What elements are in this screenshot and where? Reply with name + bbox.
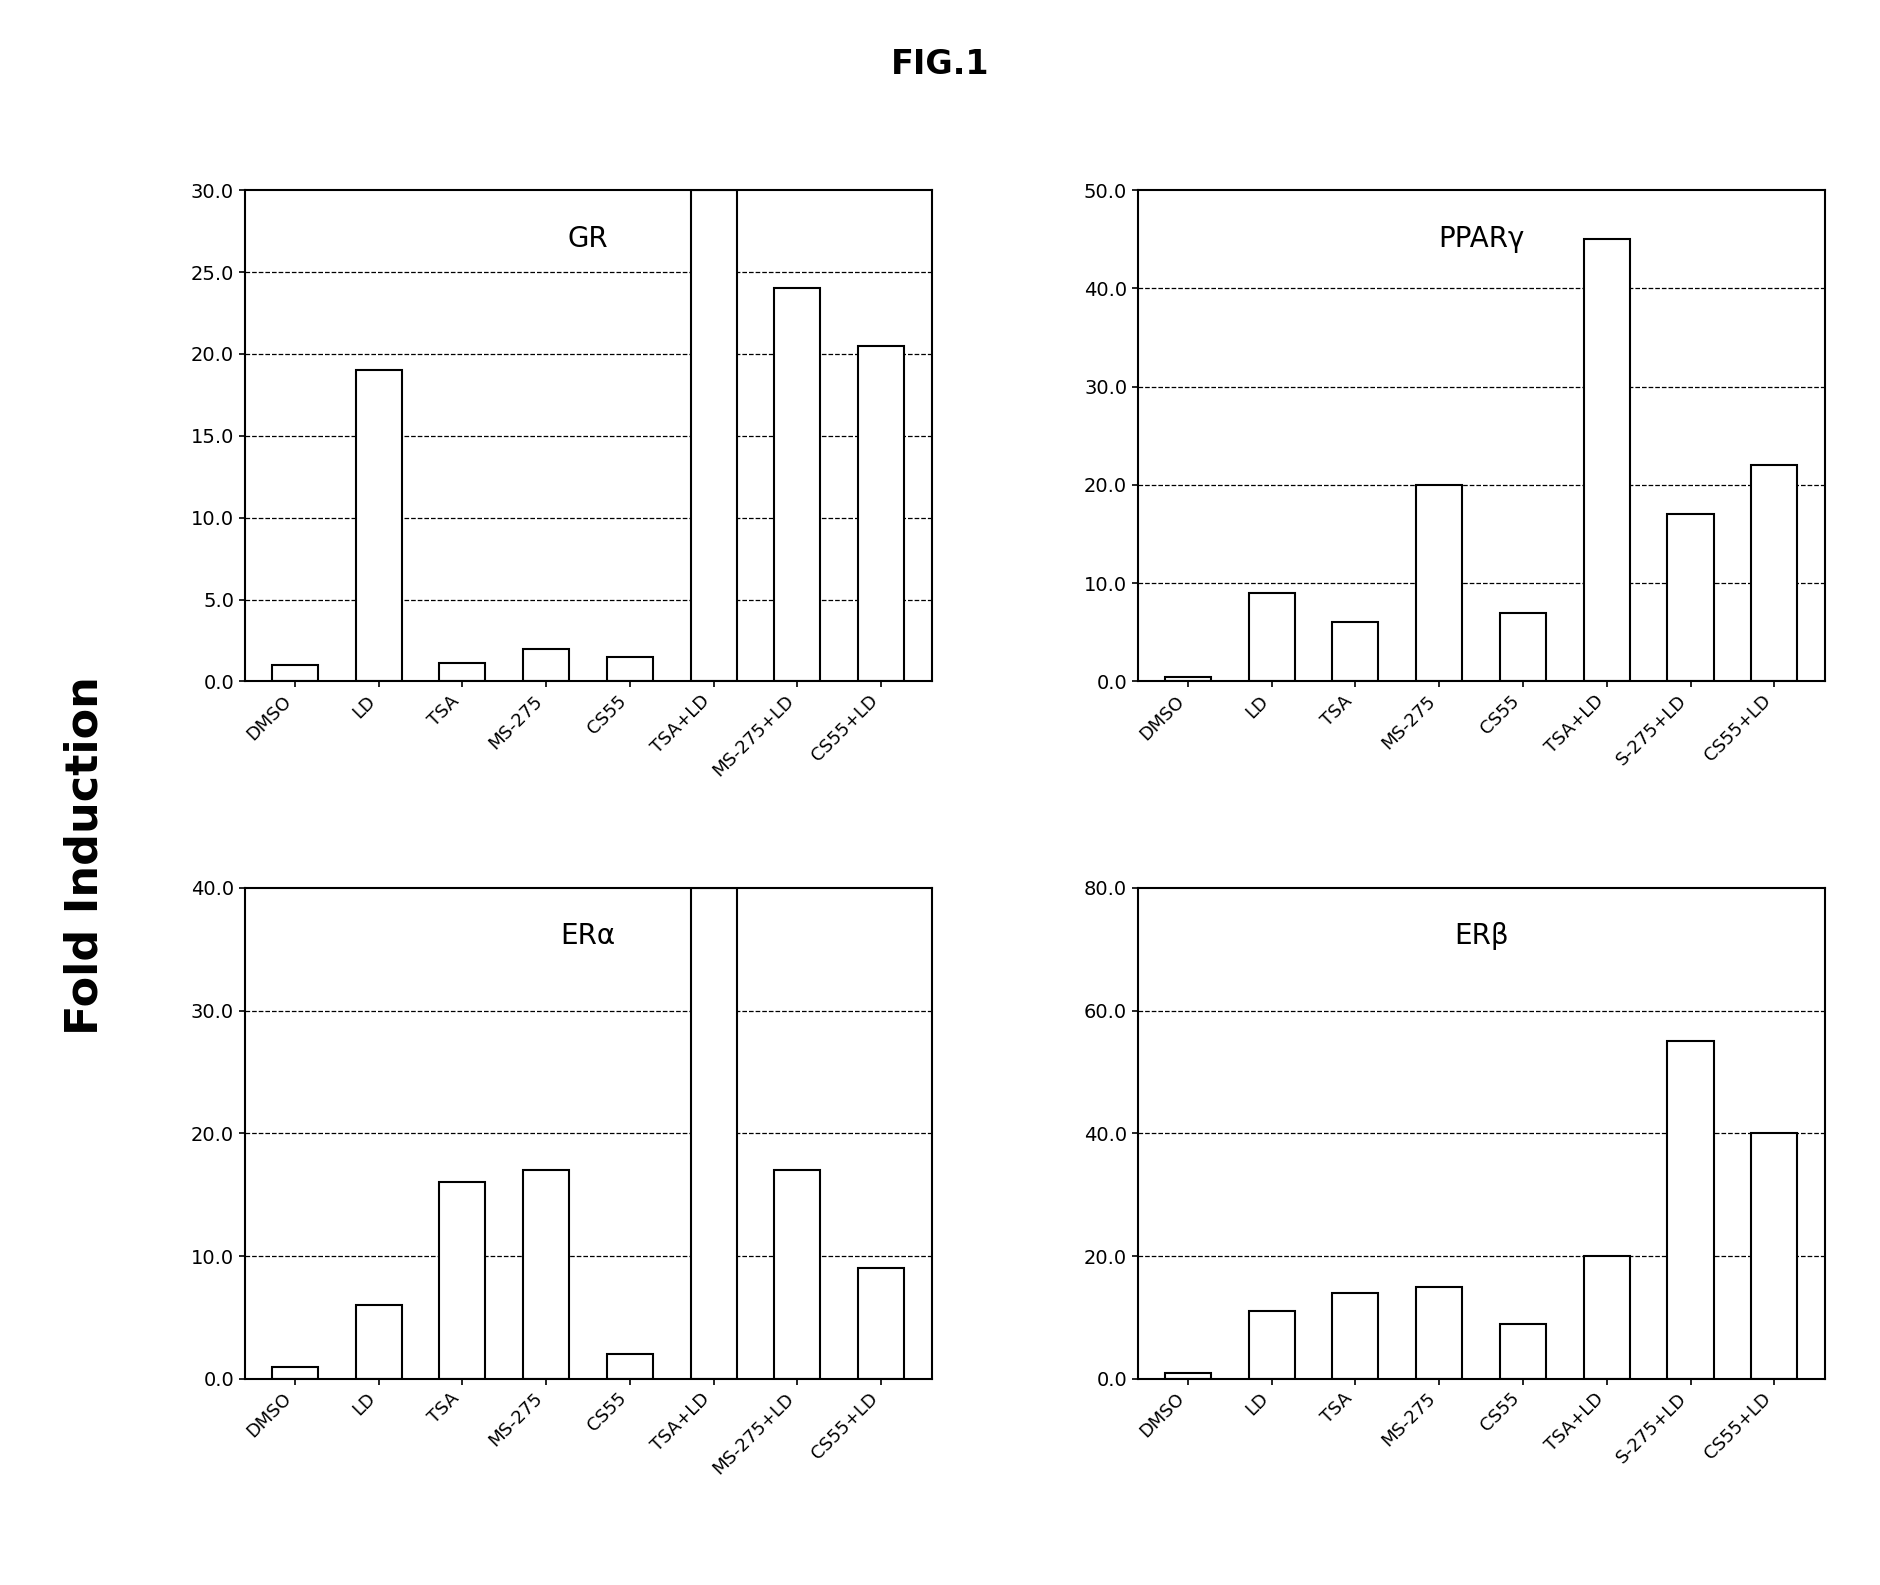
Bar <box>1416 485 1461 682</box>
Bar <box>1416 1287 1461 1379</box>
Bar <box>1164 677 1211 682</box>
Bar <box>355 371 402 682</box>
Bar <box>1331 1293 1378 1379</box>
Bar <box>440 664 485 682</box>
Bar <box>1498 1323 1545 1379</box>
Bar <box>857 346 904 682</box>
Bar <box>271 1366 318 1379</box>
Bar <box>523 1170 570 1379</box>
Bar <box>440 1182 485 1379</box>
Bar <box>690 190 737 682</box>
Bar <box>1248 1311 1293 1379</box>
Text: FIG.1: FIG.1 <box>891 48 989 81</box>
Bar <box>1331 623 1378 682</box>
Bar <box>1248 593 1293 682</box>
Bar <box>690 888 737 1379</box>
Bar <box>857 1268 904 1379</box>
Text: Fold Induction: Fold Induction <box>64 677 105 1035</box>
Bar <box>607 1355 652 1379</box>
Bar <box>523 648 570 682</box>
Bar <box>1750 466 1797 682</box>
Bar <box>1666 515 1713 682</box>
Bar <box>1583 1257 1628 1379</box>
Bar <box>1164 1373 1211 1379</box>
Bar <box>271 666 318 682</box>
Bar <box>1583 239 1628 682</box>
Bar <box>1666 1041 1713 1379</box>
Text: ERβ: ERβ <box>1453 922 1508 949</box>
Bar <box>775 288 820 682</box>
Bar <box>355 1306 402 1379</box>
Bar <box>775 1170 820 1379</box>
Text: PPARγ: PPARγ <box>1436 225 1523 252</box>
Bar <box>1750 1133 1797 1379</box>
Bar <box>1498 613 1545 682</box>
Text: GR: GR <box>568 225 607 252</box>
Bar <box>607 656 652 682</box>
Text: ERα: ERα <box>560 922 615 949</box>
